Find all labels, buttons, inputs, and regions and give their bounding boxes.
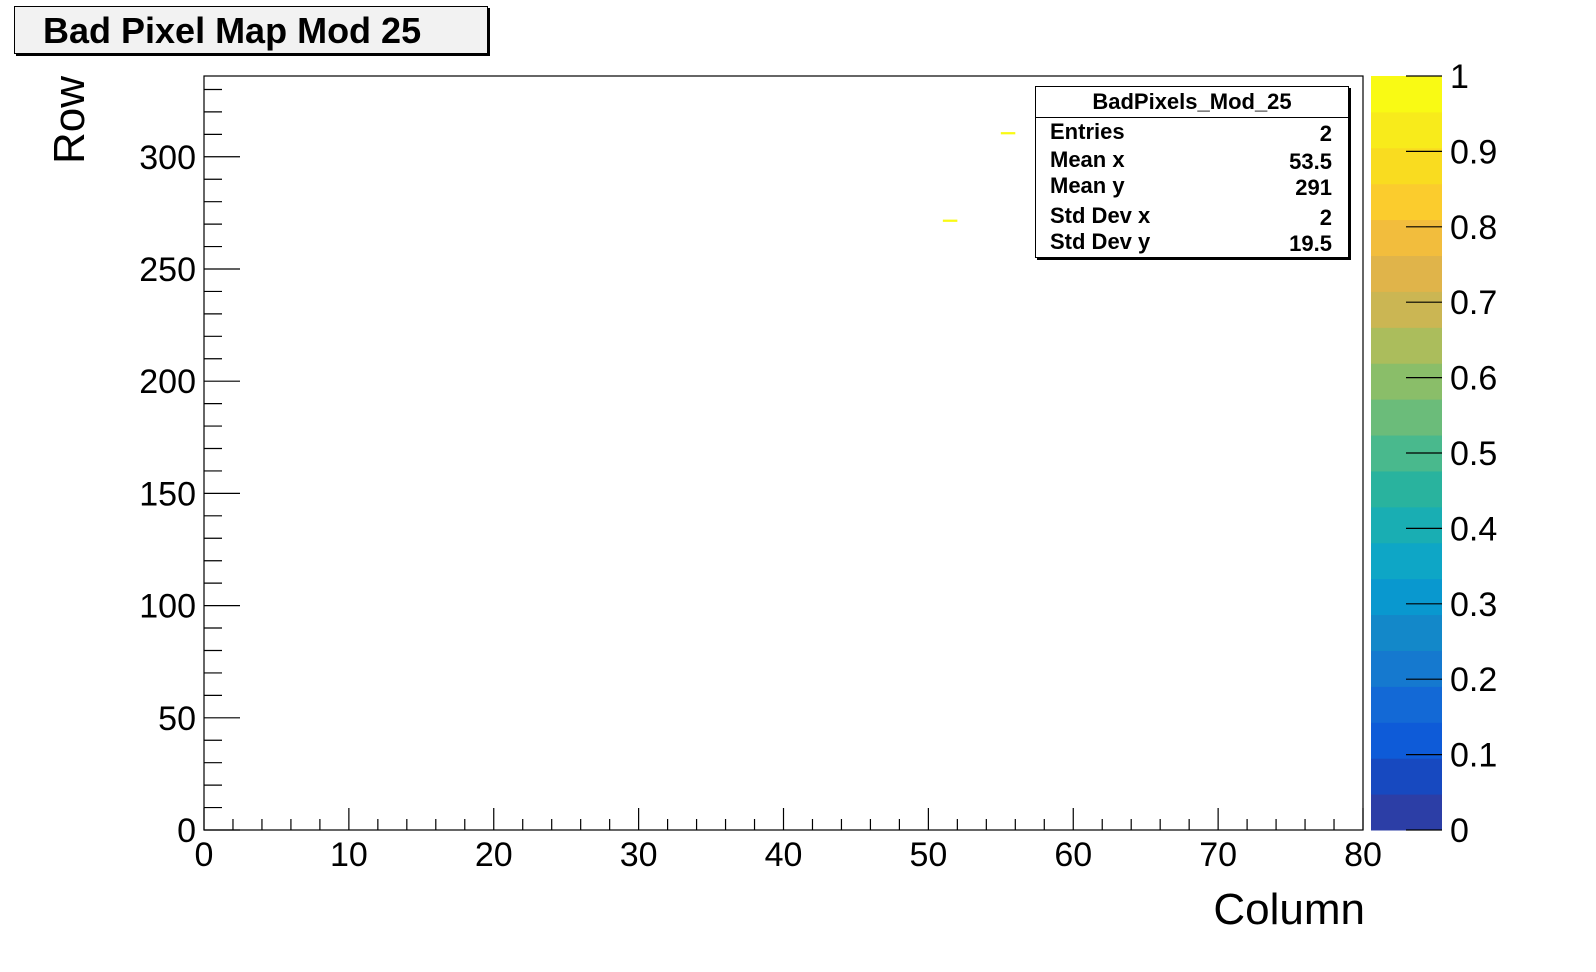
colorbar-segment: [1371, 578, 1442, 616]
x-tick-label: 70: [1199, 836, 1237, 874]
chart-title-box: Bad Pixel Map Mod 25: [14, 6, 488, 54]
colorbar-tick-label: 0.2: [1450, 661, 1497, 699]
y-tick-label: 0: [177, 812, 196, 850]
colorbar-tick-label: 0.9: [1450, 133, 1497, 171]
colorbar-tick-label: 0.5: [1450, 435, 1497, 473]
colorbar-tick-label: 0: [1450, 812, 1469, 850]
x-tick-label: 30: [620, 836, 658, 874]
colorbar-segment: [1371, 327, 1442, 364]
colorbar-segment: [1371, 76, 1442, 113]
x-axis-title: Column: [1213, 885, 1365, 934]
bad-pixel-cell: [942, 219, 958, 222]
stats-value: 53.5: [1289, 149, 1332, 174]
x-tick-label: 50: [909, 836, 947, 874]
stats-row: Mean x 53.5: [1050, 147, 1332, 175]
stats-row: Mean y 291: [1050, 173, 1332, 201]
stats-value: 2: [1319, 205, 1332, 230]
colorbar-segment: [1371, 291, 1442, 328]
y-tick-label: 250: [139, 251, 196, 289]
colorbar-tick-label: 0.1: [1450, 737, 1497, 775]
y-axis-title: Row: [45, 76, 94, 164]
colorbar-tick-label: 0.6: [1450, 360, 1497, 398]
y-tick-label: 200: [139, 363, 196, 401]
colorbar-segment: [1371, 363, 1442, 400]
y-tick-label: 50: [158, 700, 196, 738]
stats-row: Std Dev x 2: [1050, 203, 1332, 231]
stats-row: Std Dev y 19.5: [1050, 229, 1332, 257]
colorbar-segment: [1371, 650, 1442, 687]
x-tick-label: 40: [765, 836, 803, 874]
x-tick-label: 80: [1344, 836, 1382, 874]
colorbar-segment: [1371, 255, 1442, 292]
x-tick-label: 20: [475, 836, 513, 874]
colorbar-segment: [1371, 399, 1442, 436]
colorbar-segment: [1371, 542, 1442, 580]
colorbar-segment: [1371, 219, 1442, 257]
stats-key: Std Dev y: [1050, 229, 1151, 254]
y-tick-label: 100: [139, 588, 196, 626]
colorbar-tick-label: 0.7: [1450, 284, 1497, 322]
colorbar-segment: [1371, 470, 1442, 508]
colorbar-segment: [1371, 506, 1442, 544]
y-tick-label: 300: [139, 139, 196, 177]
colorbar-segment: [1371, 614, 1442, 651]
stats-row: Entries 2: [1050, 119, 1332, 147]
stats-value: 291: [1295, 175, 1332, 200]
colorbar-segment: [1371, 111, 1442, 149]
stats-value: 19.5: [1289, 231, 1332, 256]
colorbar-segment: [1371, 722, 1442, 759]
x-tick-label: 10: [330, 836, 368, 874]
stats-box: BadPixels_Mod_25 Entries 2 Mean x 53.5 M…: [1035, 86, 1349, 258]
x-tick-label: 0: [195, 836, 214, 874]
x-tick-label: 60: [1054, 836, 1092, 874]
colorbar-tick-label: 0.8: [1450, 209, 1497, 247]
bad-pixel-cell: [1000, 132, 1016, 135]
stats-title: BadPixels_Mod_25: [1036, 87, 1348, 118]
chart-title: Bad Pixel Map Mod 25: [43, 10, 422, 51]
colorbar-segment: [1371, 686, 1442, 723]
colorbar-tick-label: 0.3: [1450, 586, 1497, 624]
colorbar-segment: [1371, 147, 1442, 185]
colorbar-segment: [1371, 758, 1442, 795]
stats-key: Mean y: [1050, 173, 1125, 198]
stats-key: Std Dev x: [1050, 203, 1151, 228]
colorbar-tick-label: 0.4: [1450, 510, 1497, 548]
colorbar-tick-label: 1: [1450, 58, 1469, 96]
colorbar-segment: [1371, 183, 1442, 221]
stats-key: Entries: [1050, 119, 1125, 144]
stats-value: 2: [1319, 121, 1332, 146]
stats-key: Mean x: [1050, 147, 1125, 172]
colorbar-segment: [1371, 794, 1442, 831]
y-tick-label: 150: [139, 475, 196, 513]
